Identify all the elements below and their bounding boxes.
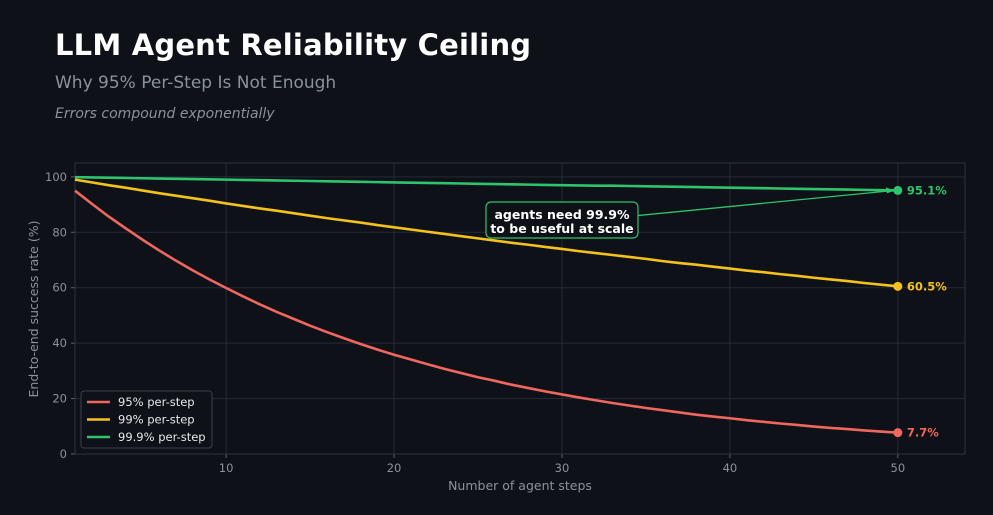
- x-tick-label: 50: [891, 461, 906, 475]
- series-end-marker-0: [893, 428, 903, 438]
- annotation-text-line1: agents need 99.9%: [494, 207, 630, 222]
- annotation-box: [485, 201, 639, 239]
- chart-title: LLM Agent Reliability Ceiling: [55, 28, 532, 62]
- annotation-text-line2: to be useful at scale: [490, 221, 633, 236]
- series-line-0: [74, 189, 898, 434]
- x-tick-label: 10: [219, 461, 234, 475]
- series-line-2: [74, 175, 898, 192]
- axes: 0 20 40 60 80 100 10 20 30 40 50: [45, 162, 966, 475]
- annotation-arrow-head: [885, 187, 895, 194]
- y-axis-label: End-to-end success rate (%): [26, 221, 41, 398]
- series-end-marker-1: [893, 281, 903, 291]
- y-tick-label: 100: [45, 170, 67, 184]
- series-group: 7.7% 60.5% 95.1%: [74, 175, 947, 440]
- legend-box: [80, 390, 213, 449]
- y-tick-label: 40: [52, 336, 67, 350]
- legend-label-0: 95% per-step: [118, 395, 195, 409]
- series-end-label-2: 95.1%: [907, 183, 947, 197]
- annotation-group: agents need 99.9%to be useful at scale: [485, 187, 895, 239]
- y-tick-label: 0: [60, 447, 67, 461]
- y-tick-label: 20: [52, 392, 67, 406]
- legend-label-1: 99% per-step: [118, 413, 195, 427]
- x-tick-label: 20: [387, 461, 402, 475]
- series-end-marker-2: [893, 185, 903, 195]
- series-line-1: [74, 178, 898, 288]
- x-tick-label: 40: [723, 461, 738, 475]
- y-tick-label: 60: [52, 281, 67, 295]
- chart-tagline: Errors compound exponentially: [55, 106, 275, 122]
- legend: 95% per-step 99% per-step 99.9% per-step: [80, 390, 213, 449]
- plot-frame: [74, 162, 966, 455]
- legend-label-2: 99.9% per-step: [118, 430, 206, 444]
- x-tick-label: 30: [555, 461, 570, 475]
- series-end-label-1: 60.5%: [907, 279, 947, 293]
- y-tick-label: 80: [52, 225, 67, 239]
- series-end-label-0: 7.7%: [907, 426, 939, 440]
- chart-subtitle: Why 95% Per-Step Is Not Enough: [55, 73, 337, 93]
- x-axis-label: Number of agent steps: [448, 478, 592, 493]
